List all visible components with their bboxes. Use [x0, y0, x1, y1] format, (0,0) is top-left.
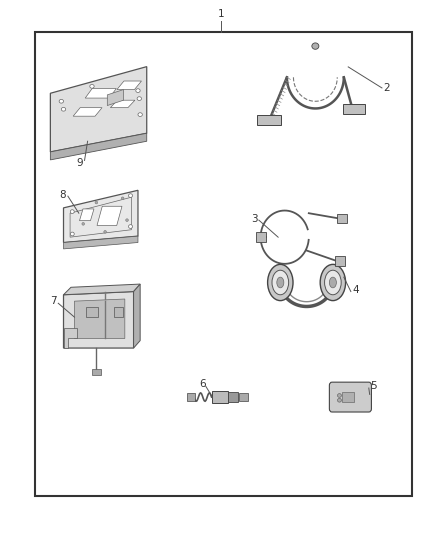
Polygon shape — [117, 81, 141, 90]
Ellipse shape — [82, 223, 85, 225]
Ellipse shape — [70, 232, 74, 236]
Polygon shape — [64, 292, 134, 348]
Polygon shape — [85, 88, 117, 98]
Bar — [256, 232, 266, 242]
Polygon shape — [110, 100, 135, 108]
Bar — [228, 392, 238, 402]
Text: 8: 8 — [59, 190, 66, 199]
Ellipse shape — [268, 264, 293, 301]
Ellipse shape — [136, 88, 140, 92]
Polygon shape — [134, 284, 140, 348]
Bar — [35, 32, 412, 496]
Ellipse shape — [277, 277, 284, 288]
Ellipse shape — [126, 219, 128, 222]
Ellipse shape — [312, 43, 319, 50]
Polygon shape — [64, 284, 140, 295]
Ellipse shape — [90, 84, 94, 88]
Ellipse shape — [70, 209, 74, 213]
Ellipse shape — [320, 264, 346, 301]
Bar — [92, 369, 101, 375]
Text: 5: 5 — [370, 382, 377, 391]
Ellipse shape — [61, 108, 66, 111]
FancyBboxPatch shape — [329, 382, 371, 412]
Bar — [239, 393, 248, 401]
Polygon shape — [64, 328, 77, 348]
Ellipse shape — [325, 270, 341, 295]
Ellipse shape — [104, 231, 106, 233]
Text: 4: 4 — [353, 286, 359, 295]
Bar — [337, 214, 347, 223]
Polygon shape — [50, 133, 147, 160]
Ellipse shape — [129, 225, 132, 229]
Bar — [86, 307, 98, 317]
Bar — [212, 391, 228, 403]
Polygon shape — [107, 90, 124, 106]
Ellipse shape — [121, 197, 124, 200]
Bar — [187, 393, 195, 401]
Ellipse shape — [337, 399, 342, 402]
Ellipse shape — [329, 277, 336, 288]
Ellipse shape — [129, 193, 132, 197]
Ellipse shape — [59, 99, 64, 103]
Polygon shape — [79, 209, 94, 221]
Bar — [114, 307, 123, 317]
Ellipse shape — [95, 201, 98, 204]
Ellipse shape — [138, 112, 142, 116]
Text: 9: 9 — [77, 158, 83, 167]
Polygon shape — [64, 190, 138, 243]
Text: 2: 2 — [383, 83, 390, 93]
Polygon shape — [97, 206, 122, 225]
Bar — [335, 256, 345, 266]
Ellipse shape — [337, 393, 342, 398]
Text: 3: 3 — [251, 214, 258, 223]
Text: 6: 6 — [199, 379, 206, 389]
Bar — [343, 104, 365, 114]
Text: 1: 1 — [218, 9, 225, 19]
Ellipse shape — [137, 96, 141, 100]
Polygon shape — [64, 236, 138, 249]
Polygon shape — [50, 67, 147, 152]
Polygon shape — [74, 299, 125, 338]
Bar — [342, 392, 354, 402]
Ellipse shape — [272, 270, 289, 295]
Polygon shape — [73, 108, 102, 116]
Text: 7: 7 — [50, 296, 57, 306]
Bar — [257, 115, 281, 125]
